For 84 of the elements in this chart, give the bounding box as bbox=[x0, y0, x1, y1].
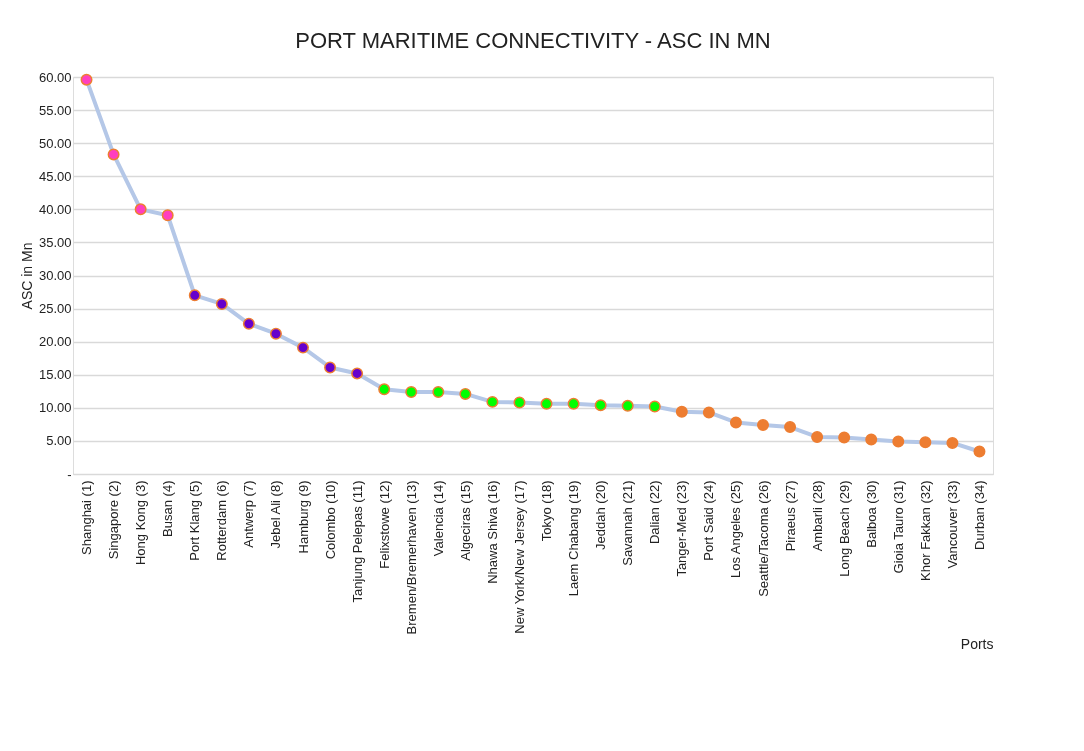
x-tick-label: Seattle/Tacoma (26) bbox=[755, 480, 771, 597]
point bbox=[729, 416, 742, 429]
x-tick-label: Piraeus (27) bbox=[782, 480, 798, 552]
point bbox=[378, 383, 391, 396]
x-tick-label: Tanjung Pelepas (11) bbox=[349, 480, 365, 603]
x-tick-label: Busan (4) bbox=[160, 480, 176, 537]
x-tick-label: Port Said (24) bbox=[701, 480, 717, 561]
x-tick-label: Singapore (2) bbox=[106, 480, 122, 560]
point bbox=[621, 399, 634, 412]
x-tick-label: Balboa (30) bbox=[863, 480, 879, 548]
x-tick-label: Vancouver (33) bbox=[944, 480, 960, 569]
y-tick-label: 20.00 bbox=[38, 334, 72, 350]
point bbox=[838, 431, 851, 444]
point bbox=[594, 399, 607, 412]
point bbox=[946, 436, 959, 449]
point bbox=[215, 297, 228, 310]
x-tick-label: Hamburg (9) bbox=[295, 480, 311, 554]
y-tick-label: 50.00 bbox=[38, 135, 72, 151]
y-tick-label: 40.00 bbox=[38, 201, 72, 217]
point bbox=[134, 203, 147, 216]
y-tick-label: 55.00 bbox=[38, 102, 72, 118]
point bbox=[486, 395, 499, 408]
x-tick-label: Jebel Ali (8) bbox=[268, 480, 284, 549]
point bbox=[405, 385, 418, 398]
point bbox=[161, 209, 174, 222]
x-tick-label: New York/New Jersey (17) bbox=[511, 480, 527, 634]
x-tick-label: Rotterdam (6) bbox=[214, 480, 230, 561]
x-tick-label: Ambarli (28) bbox=[809, 480, 825, 552]
point bbox=[80, 73, 93, 86]
y-tick-label: 15.00 bbox=[38, 367, 72, 383]
point bbox=[297, 341, 309, 354]
point bbox=[675, 405, 688, 418]
x-tick-label: Long Beach (29) bbox=[836, 480, 852, 577]
point bbox=[242, 317, 255, 330]
x-tick-label: Port Klang (5) bbox=[187, 480, 203, 561]
point bbox=[702, 406, 715, 419]
y-tick-label: 60.00 bbox=[38, 69, 72, 85]
x-tick-label: Bremen/Bremerhaven (13) bbox=[403, 480, 419, 635]
y-tick-label: 30.00 bbox=[38, 268, 72, 283]
y-tick-label: 10.00 bbox=[38, 400, 72, 416]
x-tick-label: Savannah (21) bbox=[620, 480, 636, 566]
x-tick-label: Dalian (22) bbox=[647, 480, 663, 545]
point bbox=[188, 289, 201, 302]
point bbox=[540, 397, 553, 410]
x-tick-label: Hong Kong (3) bbox=[133, 480, 149, 566]
point bbox=[892, 435, 905, 448]
y-tick-label: - bbox=[67, 466, 72, 482]
x-tick-label: Colombo (10) bbox=[322, 480, 338, 560]
point bbox=[107, 148, 120, 161]
x-tick-label: Laem Chabang (19) bbox=[566, 480, 582, 597]
x-tick-label: Jeddah (20) bbox=[593, 480, 609, 550]
x-tick-label: Khor Fakkan (32) bbox=[917, 480, 933, 581]
x-tick-label: Shanghai (1) bbox=[79, 480, 95, 555]
x-tick-label: Algeciras (15) bbox=[457, 480, 473, 561]
x-tick-label: Los Angeles (25) bbox=[728, 480, 744, 579]
point bbox=[567, 397, 580, 410]
x-tick-label: Nhawa Shiva (16) bbox=[484, 480, 500, 584]
y-tick-label: 5.00 bbox=[46, 433, 72, 449]
point bbox=[757, 419, 769, 432]
point bbox=[811, 430, 824, 443]
x-tick-label: Tanger-Med (23) bbox=[674, 480, 690, 577]
x-tick-label: Durban (34) bbox=[971, 480, 987, 550]
x-tick-label: Felixstowe (12) bbox=[376, 480, 392, 569]
x-tick-label: Antwerp (7) bbox=[241, 480, 257, 548]
point bbox=[269, 327, 282, 340]
x-tick-label: Gioia Tauro (31) bbox=[890, 480, 906, 574]
y-axis-title: ASC in Mn bbox=[18, 242, 35, 310]
x-axis-title: Ports bbox=[960, 636, 994, 653]
point bbox=[865, 433, 878, 446]
chart-title: PORT MARITIME CONNECTIVITY - ASC IN MN bbox=[295, 28, 771, 53]
y-tick-label: 35.00 bbox=[38, 234, 72, 250]
y-tick-label: 45.00 bbox=[38, 168, 72, 184]
y-tick-label: 25.00 bbox=[38, 301, 72, 317]
point bbox=[648, 400, 661, 413]
point bbox=[459, 387, 472, 400]
point bbox=[784, 421, 797, 434]
point bbox=[324, 361, 337, 374]
x-tick-label: Valencia (14) bbox=[430, 480, 446, 557]
point bbox=[351, 367, 364, 380]
point bbox=[919, 436, 932, 449]
x-tick-label: Tokyo (18) bbox=[539, 480, 555, 542]
point bbox=[513, 396, 526, 409]
point bbox=[432, 385, 445, 398]
point bbox=[973, 445, 986, 458]
